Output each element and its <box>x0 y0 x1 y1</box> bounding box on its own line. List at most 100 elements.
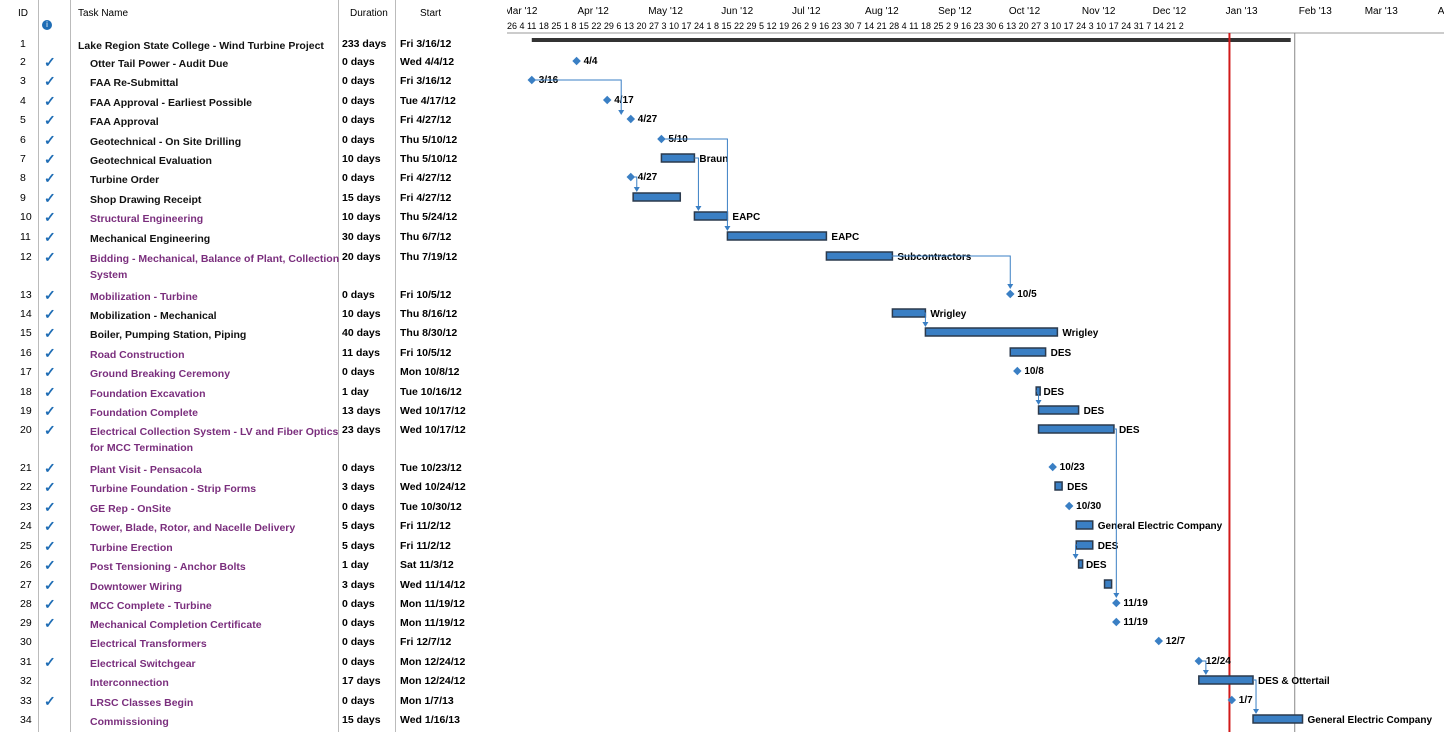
table-row[interactable]: 2 ✓ Otter Tail Power - Audit Due 0 days Wed … <box>0 52 507 71</box>
table-row[interactable]: 20 ✓ Electrical Collection System - LV and… <box>0 420 507 458</box>
table-row[interactable]: 4 ✓ FAA Approval - Earliest Possible 0 days… <box>0 91 507 110</box>
task-start[interactable]: Wed 10/24/12 <box>400 481 466 493</box>
table-row[interactable]: 16 ✓ Road Construction 11 days Fri 10/5/12 <box>0 343 507 362</box>
task-start[interactable]: Mon 12/24/12 <box>400 656 466 668</box>
task-name[interactable]: FAA Approval <box>90 116 159 128</box>
task-start[interactable]: Fri 3/16/12 <box>400 75 452 87</box>
column-start[interactable]: Start <box>420 8 442 19</box>
task-name[interactable]: MCC Complete - Turbine <box>90 600 212 612</box>
table-row[interactable]: 33 ✓ LRSC Classes Begin 0 days Mon 1/7/13 <box>0 691 507 710</box>
table-row[interactable]: 17 ✓ Ground Breaking Ceremony 0 days Mon 10/… <box>0 362 507 382</box>
task-duration[interactable]: 23 days <box>342 424 381 436</box>
task-duration[interactable]: 15 days <box>342 192 381 204</box>
table-row[interactable]: 7 ✓ Geotechnical Evaluation 10 days Thu 5/10… <box>0 149 507 168</box>
task-start[interactable]: Mon 1/7/13 <box>400 695 454 707</box>
task-start[interactable]: Fri 4/27/12 <box>400 172 452 184</box>
task-duration[interactable]: 17 days <box>342 675 381 687</box>
task-duration[interactable]: 1 day <box>342 559 369 571</box>
table-row[interactable]: 34 Commissioning 15 days Wed 1/16/13 <box>0 710 507 730</box>
task-start[interactable]: Mon 12/24/12 <box>400 675 466 687</box>
column-task-name[interactable]: Task Name <box>78 8 129 19</box>
table-row[interactable]: 19 ✓ Foundation Complete 13 days Wed 10/17/1… <box>0 401 507 420</box>
task-start[interactable]: Mon 11/19/12 <box>400 598 465 610</box>
task-start[interactable]: Tue 10/16/12 <box>400 386 462 398</box>
task-duration[interactable]: 0 days <box>342 366 375 378</box>
task-duration[interactable]: 0 days <box>342 656 375 668</box>
table-row[interactable]: 27 ✓ Downtower Wiring 3 days Wed 11/14/12 <box>0 575 507 594</box>
task-duration[interactable]: 10 days <box>342 308 381 320</box>
task-start[interactable]: Wed 1/16/13 <box>400 714 460 726</box>
column-duration[interactable]: Duration <box>350 8 388 19</box>
table-row[interactable]: 9 ✓ Shop Drawing Receipt 15 days Fri 4/27/12 <box>0 188 507 207</box>
task-name[interactable]: Tower, Blade, Rotor, and Nacelle Deliver… <box>90 522 296 534</box>
task-start[interactable]: Fri 12/7/12 <box>400 636 452 648</box>
task-duration[interactable]: 13 days <box>342 405 381 417</box>
task-duration[interactable]: 1 day <box>342 386 369 398</box>
task-duration[interactable]: 20 days <box>342 251 381 263</box>
table-row[interactable]: 23 ✓ GE Rep - OnSite 0 days Tue 10/30/12 <box>0 497 507 516</box>
task-duration[interactable]: 10 days <box>342 153 381 165</box>
task-name[interactable]: FAA Re-Submittal <box>90 77 179 89</box>
task-name[interactable]: Lake Region State College - Wind Turbine… <box>78 40 324 52</box>
task-name[interactable]: Turbine Foundation - Strip Forms <box>90 483 257 495</box>
task-start[interactable]: Fri 11/2/12 <box>400 520 451 532</box>
table-row[interactable]: 3 ✓ FAA Re-Submittal 0 days Fri 3/16/12 <box>0 71 507 91</box>
task-start[interactable]: Wed 10/17/12 <box>400 405 466 417</box>
task-duration[interactable]: 0 days <box>342 462 375 474</box>
task-duration[interactable]: 0 days <box>342 95 375 107</box>
task-name[interactable]: Electrical Transformers <box>90 638 207 650</box>
table-row[interactable]: 6 ✓ Geotechnical - On Site Drilling 0 days T… <box>0 130 507 149</box>
task-name[interactable]: Otter Tail Power - Audit Due <box>90 58 229 70</box>
task-name[interactable]: Foundation Excavation <box>90 388 206 400</box>
task-start[interactable]: Wed 10/17/12 <box>400 424 466 436</box>
task-duration[interactable]: 0 days <box>342 636 375 648</box>
task-start[interactable]: Fri 4/27/12 <box>400 114 452 126</box>
task-start[interactable]: Thu 8/16/12 <box>400 308 458 320</box>
task-name[interactable]: Mobilization - Turbine <box>90 291 198 303</box>
task-duration[interactable]: 0 days <box>342 114 375 126</box>
task-name[interactable]: Electrical Collection System - LV and Fi… <box>90 426 339 454</box>
task-duration[interactable]: 3 days <box>342 579 375 591</box>
task-name[interactable]: Ground Breaking Ceremony <box>90 368 231 380</box>
table-row[interactable]: 12 ✓ Bidding - Mechanical, Balance of Plan… <box>0 247 507 285</box>
task-name[interactable]: Interconnection <box>90 677 169 689</box>
task-duration[interactable]: 0 days <box>342 172 375 184</box>
task-name[interactable]: Bidding - Mechanical, Balance of Plant, … <box>90 253 340 281</box>
table-row[interactable]: 30 Electrical Transformers 0 days Fri 12/7/… <box>0 632 507 652</box>
table-row[interactable]: 26 ✓ Post Tensioning - Anchor Bolts 1 day Sa… <box>0 555 507 575</box>
table-row[interactable]: 29 ✓ Mechanical Completion Certificate 0 da… <box>0 613 507 632</box>
task-start[interactable]: Wed 11/14/12 <box>400 579 466 591</box>
task-start[interactable]: Fri 3/16/12 <box>400 38 452 50</box>
task-name[interactable]: Mobilization - Mechanical <box>90 310 217 322</box>
task-start[interactable]: Thu 5/24/12 <box>400 211 458 223</box>
task-name[interactable]: Mechanical Completion Certificate <box>90 619 262 631</box>
column-id[interactable]: ID <box>18 8 28 19</box>
table-row[interactable]: 5 ✓ FAA Approval 0 days Fri 4/27/12 <box>0 110 507 130</box>
task-name[interactable]: Post Tensioning - Anchor Bolts <box>90 561 246 573</box>
task-name[interactable]: Electrical Switchgear <box>90 658 196 670</box>
task-duration[interactable]: 0 days <box>342 134 375 146</box>
task-start[interactable]: Tue 10/30/12 <box>400 501 462 513</box>
task-name[interactable]: Structural Engineering <box>90 213 204 225</box>
table-row[interactable]: 13 ✓ Mobilization - Turbine 0 days Fri 10/5/… <box>0 285 507 304</box>
task-name[interactable]: Foundation Complete <box>90 407 198 419</box>
table-row[interactable]: 18 ✓ Foundation Excavation 1 day Tue 10/16/1… <box>0 382 507 401</box>
task-name[interactable]: Road Construction <box>90 349 185 361</box>
task-duration[interactable]: 233 days <box>342 38 387 50</box>
table-row[interactable]: 32 Interconnection 17 days Mon 12/24/12 <box>0 671 507 691</box>
task-name[interactable]: Shop Drawing Receipt <box>90 194 202 206</box>
task-duration[interactable]: 5 days <box>342 540 375 552</box>
task-name[interactable]: Boiler, Pumping Station, Piping <box>90 329 247 341</box>
task-start[interactable]: Mon 10/8/12 <box>400 366 460 378</box>
task-start[interactable]: Mon 11/19/12 <box>400 617 465 629</box>
table-row[interactable]: 11 ✓ Mechanical Engineering 30 days Thu 6/7/… <box>0 227 507 247</box>
table-row[interactable]: 14 ✓ Mobilization - Mechanical 10 days Thu 8… <box>0 304 507 323</box>
task-name[interactable]: Mechanical Engineering <box>90 233 211 245</box>
task-duration[interactable]: 0 days <box>342 598 375 610</box>
table-row[interactable]: 1 Lake Region State College - Wind Turbin… <box>0 34 507 52</box>
task-start[interactable]: Tue 4/17/12 <box>400 95 456 107</box>
task-name[interactable]: FAA Approval - Earliest Possible <box>90 97 253 109</box>
task-start[interactable]: Thu 5/10/12 <box>400 153 458 165</box>
task-duration[interactable]: 15 days <box>342 714 381 726</box>
task-duration[interactable]: 5 days <box>342 520 375 532</box>
